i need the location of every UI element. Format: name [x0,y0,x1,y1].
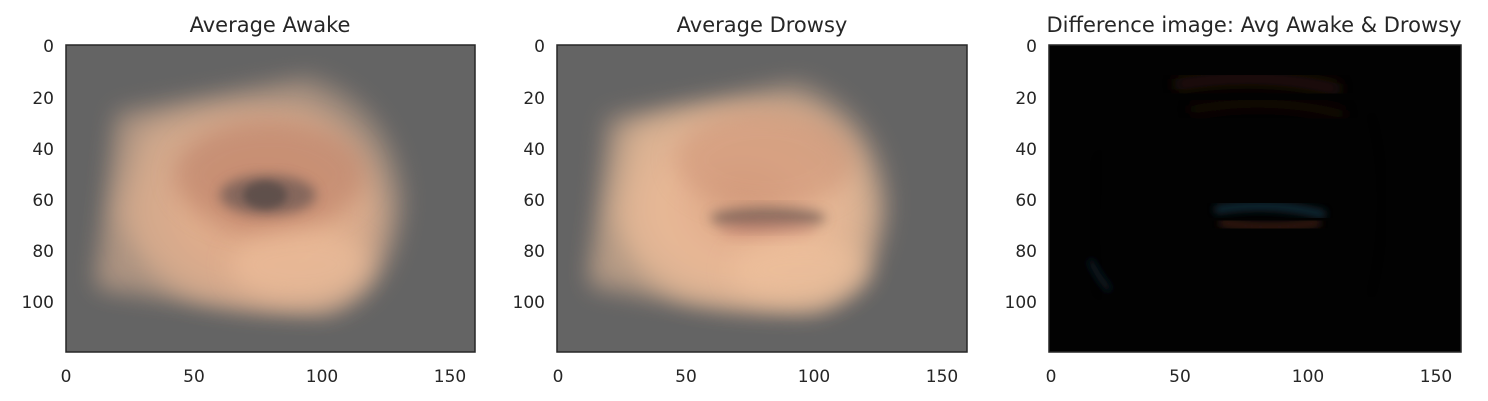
y-tick: 80 [523,242,545,262]
y-tick: 80 [32,242,54,262]
y-tick: 20 [32,89,54,109]
y-tick: 40 [523,140,545,160]
panel-difference-image: Difference image: Avg Awake & Drowsy 0 2… [1005,13,1462,387]
y-tick: 0 [1026,37,1037,57]
panel-title: Average Drowsy [677,13,848,37]
x-tick: 50 [675,367,697,387]
panel-title: Difference image: Avg Awake & Drowsy [1046,13,1461,37]
y-tick: 60 [523,191,545,211]
axes-frame [556,44,968,353]
x-tick: 50 [1169,367,1191,387]
y-tick: 100 [513,293,545,313]
y-tick: 0 [43,37,54,57]
y-tick: 20 [523,89,545,109]
y-tick: 80 [1015,242,1037,262]
x-tick: 0 [553,367,564,387]
average-awake-image [66,45,475,352]
x-tick: 150 [1420,367,1452,387]
panel-average-drowsy: Average Drowsy 0 20 40 60 80 100 0 50 10… [513,13,968,387]
y-tick: 20 [1015,89,1037,109]
x-tick: 150 [434,367,466,387]
x-tick: 100 [1292,367,1324,387]
axes-frame [65,44,476,353]
x-tick: 0 [1046,367,1057,387]
y-tick: 60 [1015,191,1037,211]
y-tick: 40 [32,140,54,160]
x-tick: 150 [926,367,958,387]
y-tick: 100 [22,293,54,313]
panel-average-awake: Average Awake 0 20 40 60 80 100 0 50 100… [22,13,476,387]
y-tick: 60 [32,191,54,211]
x-tick: 100 [798,367,830,387]
x-tick: 50 [183,367,205,387]
average-drowsy-image [557,45,967,352]
axes-frame [1048,44,1462,353]
x-tick: 0 [61,367,72,387]
x-tick: 100 [306,367,338,387]
y-tick: 100 [1005,293,1037,313]
difference-image [1049,45,1461,352]
y-tick: 40 [1015,140,1037,160]
panel-title: Average Awake [190,13,351,37]
y-tick: 0 [534,37,545,57]
